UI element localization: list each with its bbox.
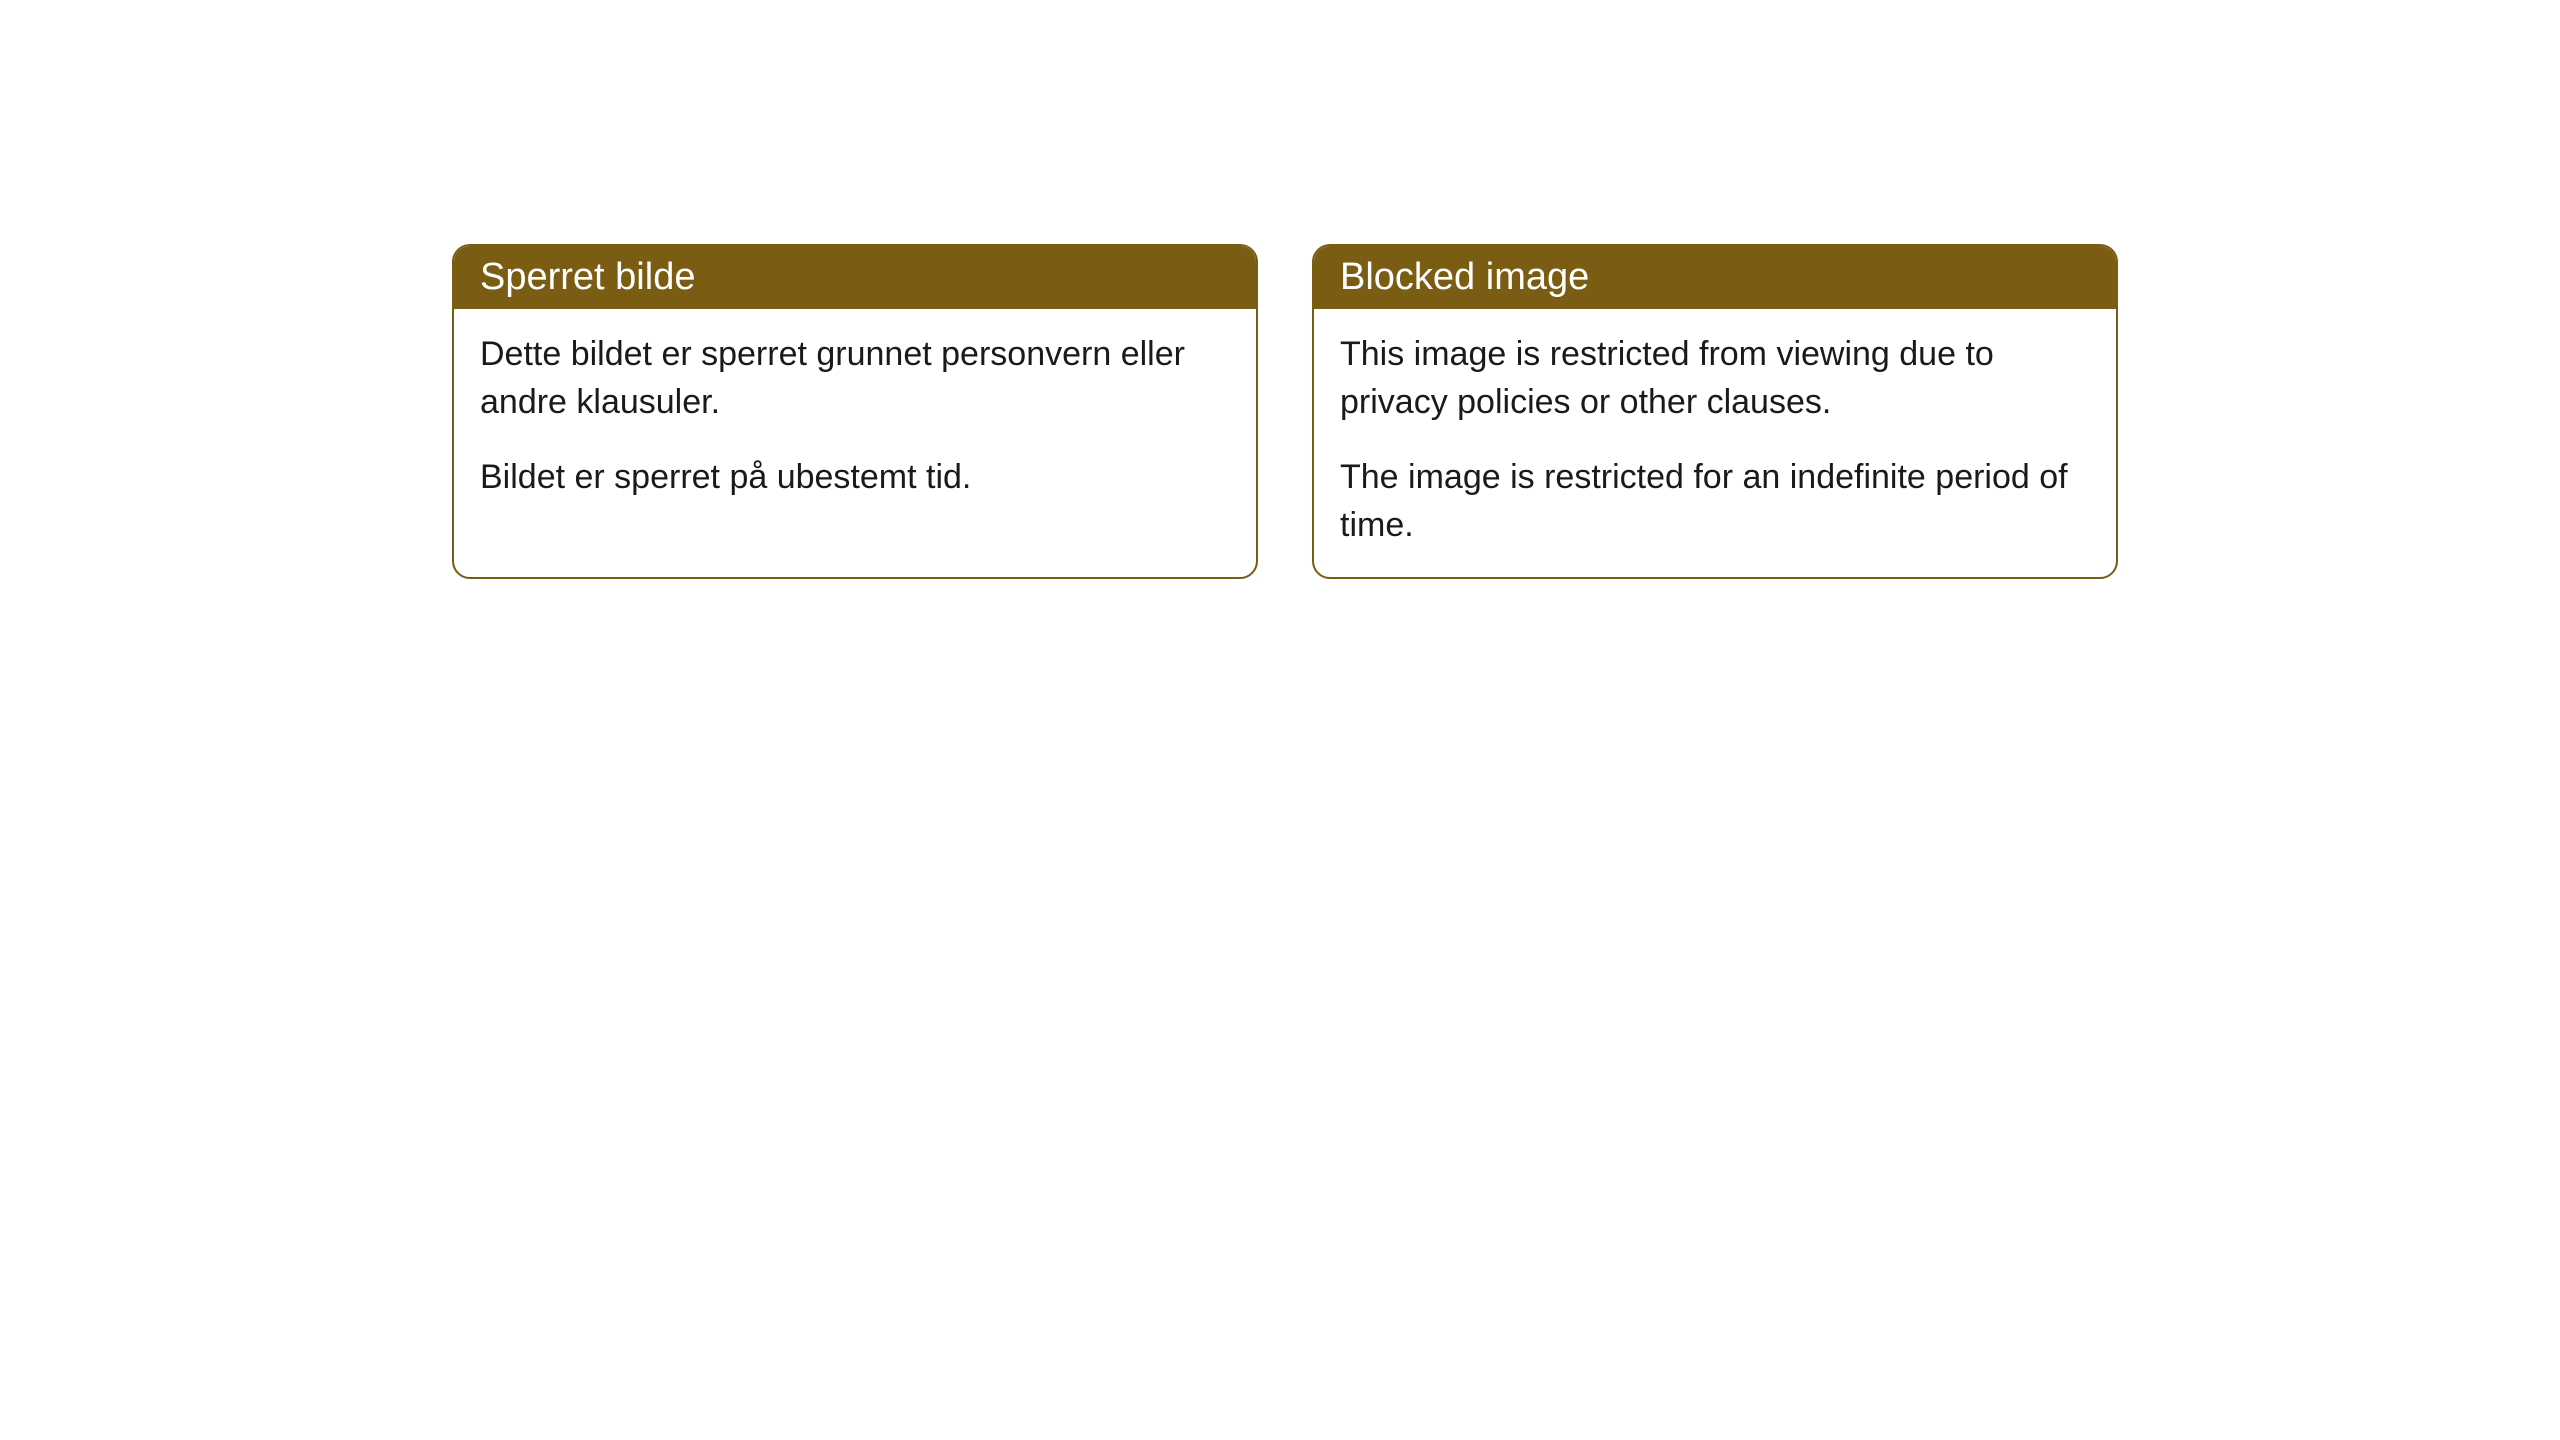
card-paragraph: Dette bildet er sperret grunnet personve… (480, 331, 1230, 426)
card-title: Sperret bilde (480, 256, 695, 298)
card-title: Blocked image (1340, 256, 1589, 298)
card-paragraph: This image is restricted from viewing du… (1340, 331, 2090, 426)
card-body: This image is restricted from viewing du… (1314, 309, 2116, 577)
card-paragraph: The image is restricted for an indefinit… (1340, 454, 2090, 549)
card-body: Dette bildet er sperret grunnet personve… (454, 309, 1256, 530)
card-header: Sperret bilde (454, 246, 1256, 309)
card-header: Blocked image (1314, 246, 2116, 309)
notice-cards-container: Sperret bilde Dette bildet er sperret gr… (452, 244, 2118, 579)
card-paragraph: Bildet er sperret på ubestemt tid. (480, 454, 1230, 502)
notice-card-english: Blocked image This image is restricted f… (1312, 244, 2118, 579)
notice-card-norwegian: Sperret bilde Dette bildet er sperret gr… (452, 244, 1258, 579)
